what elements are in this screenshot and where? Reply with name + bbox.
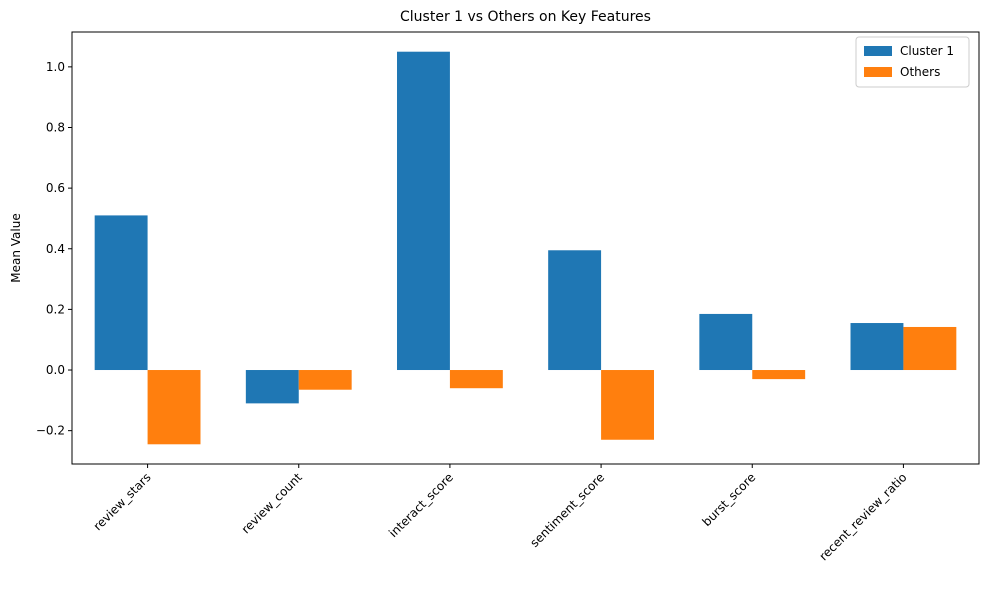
legend-label-others: Others — [900, 65, 940, 79]
x-tick-label: review_count — [239, 470, 305, 536]
bar-others-recent_review_ratio — [903, 326, 957, 371]
y-tick-label: 1.0 — [46, 60, 65, 74]
y-tick-label: 0.2 — [46, 302, 65, 316]
bar-others-sentiment_score — [601, 370, 654, 440]
x-tick-label: burst_score — [699, 470, 758, 529]
y-tick-label: 0.6 — [46, 181, 65, 195]
bar-cluster1-recent_review_ratio — [850, 323, 904, 371]
bar-cluster1-interact_score — [397, 51, 450, 371]
y-tick-label: 0.0 — [46, 363, 65, 377]
x-tick-label: review_stars — [91, 470, 154, 533]
legend-swatch-cluster1 — [864, 46, 892, 56]
plot-area: review_stars review_count interact_score se… — [36, 31, 980, 563]
bar-others-interact_score — [449, 370, 503, 389]
bar-others-burst_score — [752, 370, 806, 380]
bar-cluster1-review_count — [245, 370, 299, 404]
bar-others-review_stars — [147, 370, 201, 445]
legend: Cluster 1 Others — [855, 36, 970, 88]
bar-cluster1-burst_score — [699, 313, 753, 371]
x-tick-label: sentiment_score — [527, 470, 607, 550]
y-tick-label: 0.4 — [46, 242, 65, 256]
y-tick-label: −0.2 — [36, 424, 65, 438]
y-tick-label: 0.8 — [46, 120, 65, 134]
legend-swatch-others — [864, 67, 892, 77]
chart-title: Cluster 1 vs Others on Key Features — [400, 9, 651, 25]
axes-frame — [71, 31, 980, 465]
y-axis-title: Mean Value — [9, 213, 23, 282]
bar-cluster1-review_stars — [94, 215, 148, 371]
x-tick-label: interact_score — [386, 470, 456, 540]
bar-others-review_count — [298, 370, 352, 390]
bar-cluster1-sentiment_score — [548, 250, 602, 371]
legend-label-cluster1: Cluster 1 — [900, 44, 954, 58]
x-tick-label: recent_review_ratio — [816, 470, 909, 563]
